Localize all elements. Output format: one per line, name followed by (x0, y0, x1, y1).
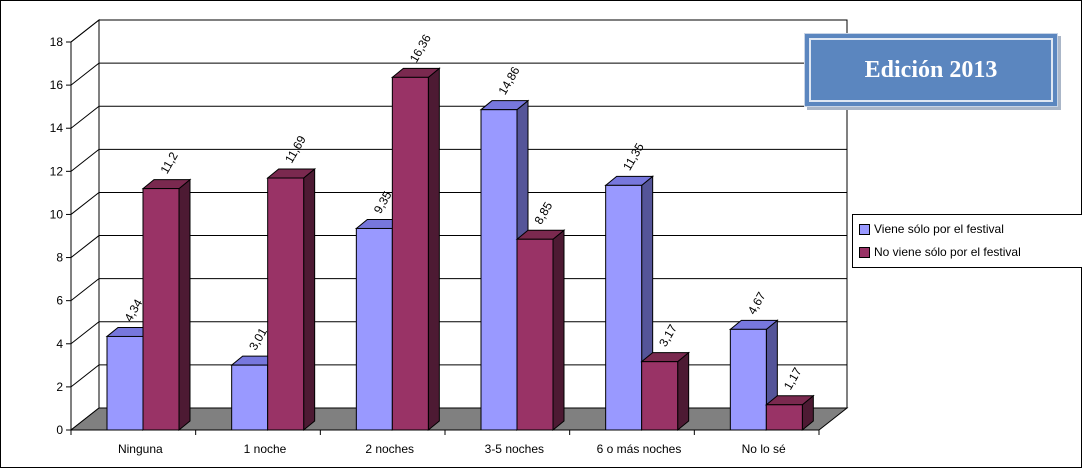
legend-swatch-series-1 (859, 223, 870, 235)
gridline (70, 321, 847, 345)
x-tick-label: 3-5 noches (485, 442, 544, 456)
bar (605, 184, 643, 431)
bar-side (303, 167, 316, 432)
x-tick-label: No lo sé (742, 442, 786, 456)
y-tick-label: 16 (50, 78, 64, 92)
legend-item-series-2: No viene sólo por el festival (859, 245, 1021, 259)
legend-swatch-series-2 (859, 246, 870, 258)
gridline (70, 148, 847, 172)
gridline (70, 19, 847, 43)
bar (267, 177, 305, 431)
bar (106, 335, 144, 431)
x-tick-label: 1 noche (244, 442, 287, 456)
x-tick-label: 6 o más noches (597, 442, 682, 456)
y-tick-label: 4 (56, 337, 63, 351)
y-tick-label: 12 (50, 164, 64, 178)
y-tick-label: 2 (56, 380, 63, 394)
y-tick-label: 18 (50, 35, 64, 49)
gridline (70, 105, 847, 129)
bar (355, 227, 393, 431)
legend-label-series-2: No viene sólo por el festival (874, 245, 1021, 259)
bar (480, 109, 518, 431)
gridline (70, 62, 847, 86)
bar (391, 76, 429, 431)
y-tick-label: 6 (56, 294, 63, 308)
x-tick-label: 2 noches (365, 442, 414, 456)
bar-side (677, 351, 690, 432)
gridline (70, 191, 847, 215)
gridline (70, 278, 847, 302)
bar (765, 404, 803, 431)
bar (729, 328, 767, 431)
y-tick-label: 8 (56, 251, 63, 265)
edition-label: Edición 2013 (864, 56, 998, 83)
y-tick-label: 0 (56, 423, 63, 437)
gridline (70, 364, 847, 388)
x-tick-label: Ninguna (118, 442, 163, 456)
legend-label-series-1: Viene sólo por el festival (874, 222, 1004, 236)
edition-badge-inner: Edición 2013 (809, 38, 1053, 102)
bar-side (427, 67, 440, 432)
bar-side (178, 178, 191, 432)
legend-item-series-1: Viene sólo por el festival (859, 222, 1004, 236)
bar (641, 361, 679, 431)
gridline (70, 235, 847, 258)
bar (142, 188, 180, 431)
bar-side (552, 229, 565, 432)
edition-badge: Edición 2013 (804, 33, 1058, 107)
legend: Viene sólo por el festival No viene sólo… (852, 214, 1082, 268)
bar (231, 364, 269, 431)
y-tick-label: 10 (50, 207, 64, 221)
bar (516, 238, 554, 431)
y-tick-label: 14 (50, 121, 64, 135)
